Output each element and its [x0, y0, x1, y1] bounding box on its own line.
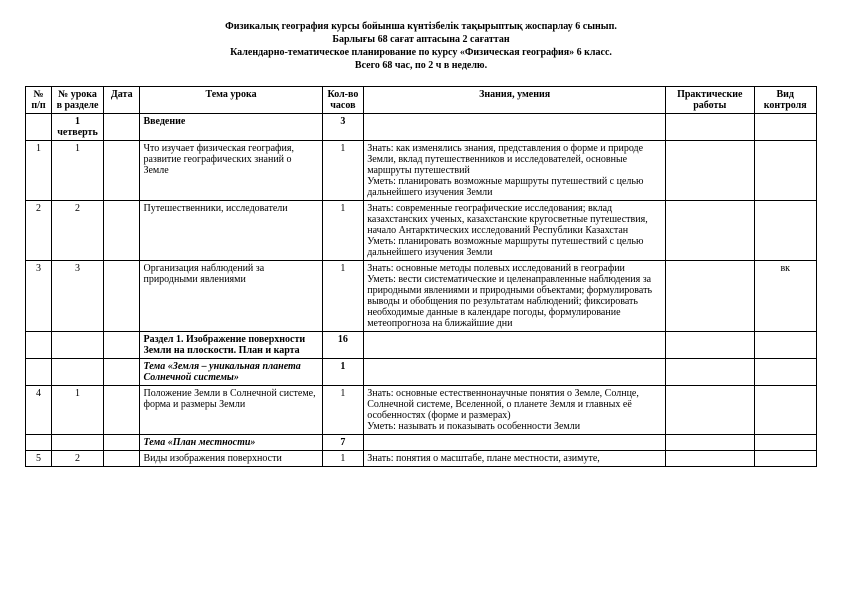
cell-hours: 1: [322, 261, 364, 332]
planning-table: № п/п № урока в разделе Дата Тема урока …: [25, 86, 817, 467]
cell-lesson: 2: [52, 451, 104, 467]
cell-know: Знать: как изменялись знания, представле…: [364, 141, 666, 201]
cell-know: [364, 359, 666, 386]
cell-know: Знать: основные методы полевых исследова…: [364, 261, 666, 332]
cell-know: Знать: современные географические исслед…: [364, 201, 666, 261]
cell-date: [104, 435, 140, 451]
cell-date: [104, 141, 140, 201]
cell-lesson: 1 четверть: [52, 114, 104, 141]
header-line-2: Барлығы 68 сағат аптасына 2 сағаттан: [25, 33, 817, 46]
table-row: 41Положение Земли в Солнечной системе, ф…: [26, 386, 817, 435]
col-know: Знания, умения: [364, 87, 666, 114]
cell-ctrl: [754, 359, 817, 386]
table-row: 1 четверть Введение3: [26, 114, 817, 141]
cell-date: [104, 332, 140, 359]
cell-topic: Раздел 1. Изображение поверхности Земли …: [140, 332, 322, 359]
cell-topic: Введение: [140, 114, 322, 141]
cell-pract: [666, 141, 754, 201]
cell-lesson: [52, 332, 104, 359]
cell-npp: [26, 114, 52, 141]
cell-topic: Положение Земли в Солнечной системе, фор…: [140, 386, 322, 435]
cell-lesson: 1: [52, 386, 104, 435]
table-row: Раздел 1. Изображение поверхности Земли …: [26, 332, 817, 359]
cell-topic: Путешественники, исследователи: [140, 201, 322, 261]
cell-hours: 16: [322, 332, 364, 359]
cell-pract: [666, 386, 754, 435]
col-npp: № п/п: [26, 87, 52, 114]
cell-date: [104, 386, 140, 435]
cell-know: Знать: понятия о масштабе, плане местнос…: [364, 451, 666, 467]
cell-pract: [666, 114, 754, 141]
cell-topic: Организация наблюдений за природными явл…: [140, 261, 322, 332]
cell-npp: [26, 359, 52, 386]
cell-hours: 1: [322, 359, 364, 386]
cell-know: [364, 435, 666, 451]
col-pract: Практические работы: [666, 87, 754, 114]
cell-know: [364, 332, 666, 359]
header-line-1: Физикалық география курсы бойынша күнтіз…: [25, 20, 817, 33]
col-date: Дата: [104, 87, 140, 114]
cell-topic: Тема «План местности»: [140, 435, 322, 451]
cell-npp: 5: [26, 451, 52, 467]
cell-lesson: 2: [52, 201, 104, 261]
col-lesson: № урока в разделе: [52, 87, 104, 114]
cell-lesson: 1: [52, 141, 104, 201]
cell-ctrl: вк: [754, 261, 817, 332]
cell-date: [104, 114, 140, 141]
cell-ctrl: [754, 435, 817, 451]
cell-pract: [666, 435, 754, 451]
cell-pract: [666, 261, 754, 332]
table-header-row: № п/п № урока в разделе Дата Тема урока …: [26, 87, 817, 114]
cell-pract: [666, 359, 754, 386]
cell-npp: 3: [26, 261, 52, 332]
table-body: 1 четвертьВведение311Что изучает физичес…: [26, 114, 817, 467]
cell-topic: Тема «Земля – уникальная планета Солнечн…: [140, 359, 322, 386]
cell-pract: [666, 201, 754, 261]
cell-ctrl: [754, 451, 817, 467]
cell-ctrl: [754, 386, 817, 435]
cell-know: Знать: основные естественнонаучные понят…: [364, 386, 666, 435]
cell-pract: [666, 332, 754, 359]
header-line-3: Календарно-тематическое планирование по …: [25, 46, 817, 59]
cell-hours: 1: [322, 201, 364, 261]
cell-npp: 2: [26, 201, 52, 261]
cell-npp: [26, 332, 52, 359]
cell-know: [364, 114, 666, 141]
cell-ctrl: [754, 114, 817, 141]
cell-ctrl: [754, 141, 817, 201]
table-row: Тема «План местности»7: [26, 435, 817, 451]
cell-date: [104, 201, 140, 261]
table-row: 11Что изучает физическая география, разв…: [26, 141, 817, 201]
cell-npp: [26, 435, 52, 451]
cell-pract: [666, 451, 754, 467]
cell-lesson: 3: [52, 261, 104, 332]
cell-hours: 1: [322, 141, 364, 201]
header-line-4: Всего 68 час, по 2 ч в неделю.: [25, 59, 817, 72]
cell-topic: Виды изображения поверхности: [140, 451, 322, 467]
col-topic: Тема урока: [140, 87, 322, 114]
table-row: 22 Путешественники, исследователи1Знать: …: [26, 201, 817, 261]
table-row: 52 Виды изображения поверхности1Знать: по…: [26, 451, 817, 467]
cell-hours: 1: [322, 386, 364, 435]
cell-lesson: [52, 435, 104, 451]
cell-lesson: [52, 359, 104, 386]
table-row: 33 Организация наблюдений за природными я…: [26, 261, 817, 332]
cell-hours: 7: [322, 435, 364, 451]
cell-npp: 4: [26, 386, 52, 435]
cell-date: [104, 451, 140, 467]
table-row: Тема «Земля – уникальная планета Солнечн…: [26, 359, 817, 386]
page-header: Физикалық география курсы бойынша күнтіз…: [25, 20, 817, 72]
cell-ctrl: [754, 332, 817, 359]
col-ctrl: Вид контроля: [754, 87, 817, 114]
cell-hours: 1: [322, 451, 364, 467]
cell-topic: Что изучает физическая география, развит…: [140, 141, 322, 201]
cell-npp: 1: [26, 141, 52, 201]
cell-ctrl: [754, 201, 817, 261]
col-hours: Кол-во часов: [322, 87, 364, 114]
cell-date: [104, 261, 140, 332]
cell-date: [104, 359, 140, 386]
cell-hours: 3: [322, 114, 364, 141]
